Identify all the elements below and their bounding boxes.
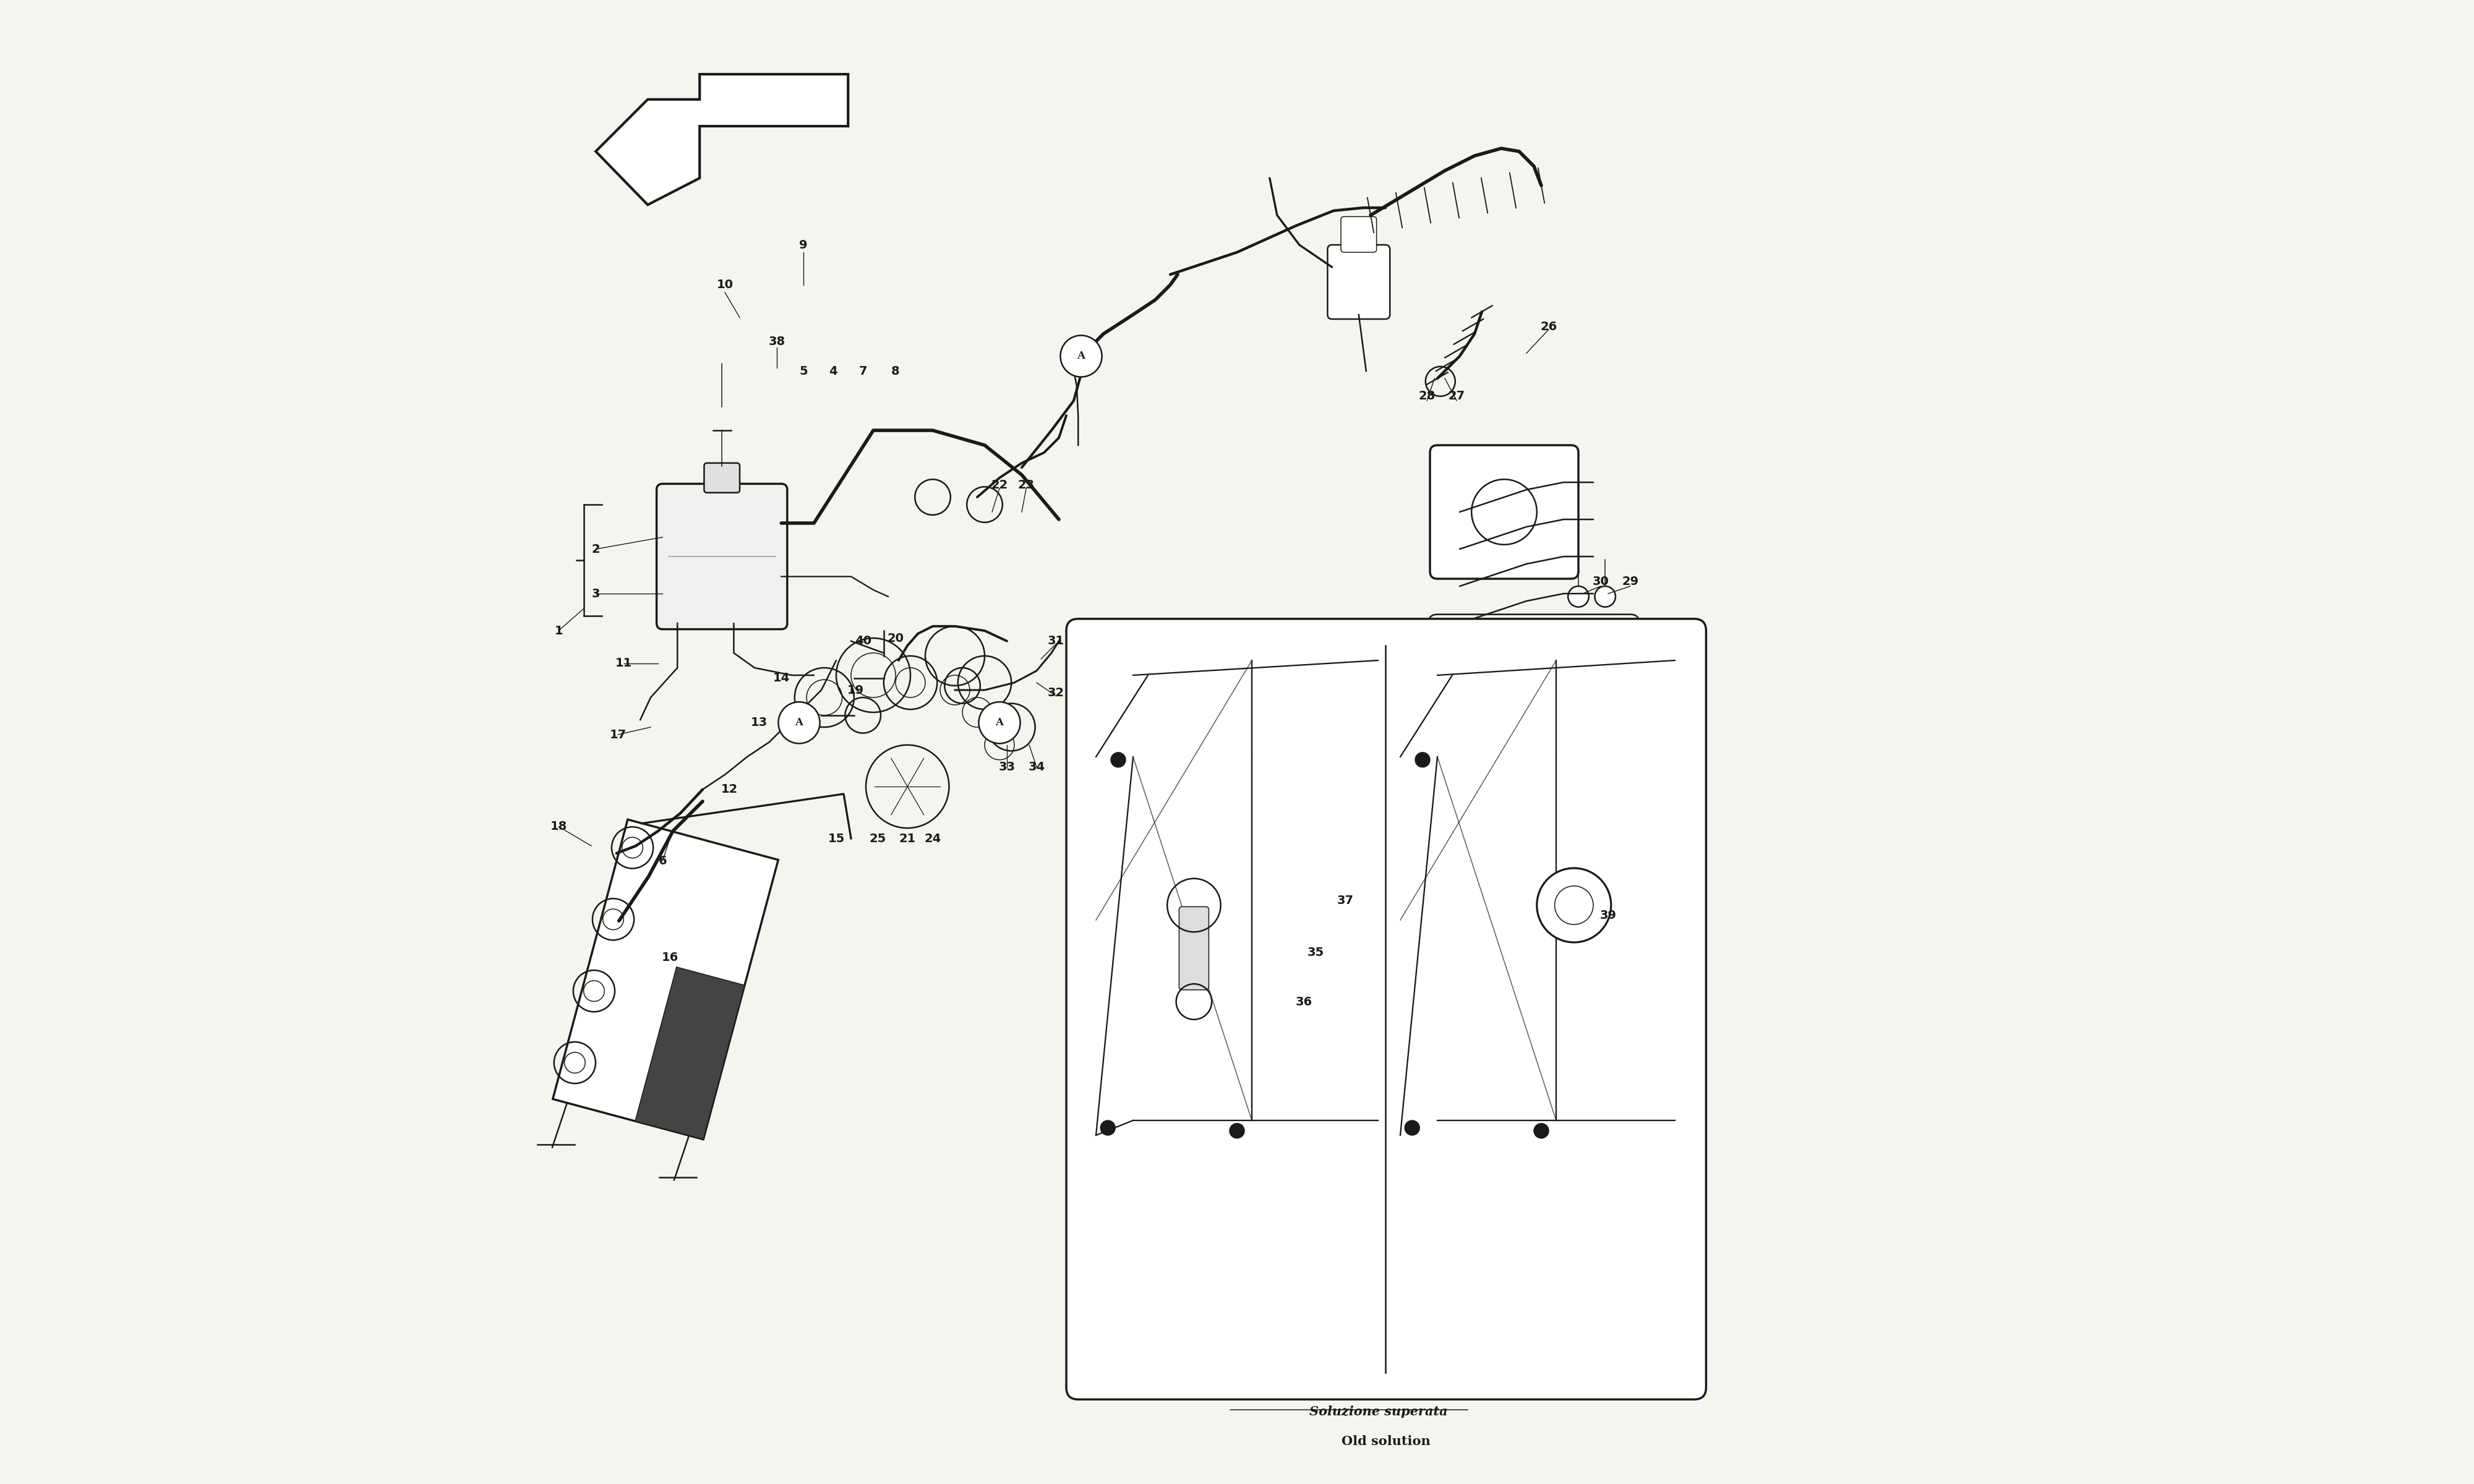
Circle shape (1534, 1123, 1549, 1138)
Circle shape (1111, 752, 1126, 767)
Polygon shape (552, 819, 779, 1140)
Text: 38: 38 (769, 335, 784, 347)
Polygon shape (596, 74, 849, 205)
FancyBboxPatch shape (1341, 217, 1376, 252)
Text: 28: 28 (1418, 390, 1435, 402)
Circle shape (1415, 752, 1430, 767)
Text: 40: 40 (854, 635, 871, 647)
Text: 13: 13 (750, 717, 767, 729)
Text: 39: 39 (1601, 910, 1616, 922)
Text: 32: 32 (1047, 687, 1064, 699)
Text: 8: 8 (891, 365, 901, 377)
Text: 17: 17 (609, 729, 626, 741)
Text: Old solution: Old solution (1341, 1435, 1430, 1447)
Text: 30: 30 (1593, 576, 1608, 588)
Text: 36: 36 (1296, 996, 1311, 1008)
Text: A: A (1076, 350, 1086, 362)
Text: 7: 7 (858, 365, 866, 377)
Text: 5: 5 (799, 365, 809, 377)
Text: 14: 14 (772, 672, 789, 684)
Circle shape (1230, 1123, 1244, 1138)
Circle shape (1569, 586, 1588, 607)
Text: 24: 24 (925, 833, 940, 844)
Circle shape (1536, 868, 1611, 942)
Text: A: A (794, 717, 804, 729)
Circle shape (1405, 1120, 1420, 1135)
Text: 12: 12 (720, 784, 737, 795)
FancyBboxPatch shape (1329, 245, 1390, 319)
Text: 33: 33 (999, 761, 1014, 773)
FancyBboxPatch shape (1427, 614, 1640, 795)
Text: 2: 2 (591, 543, 601, 555)
Text: 9: 9 (799, 239, 807, 251)
Text: 15: 15 (829, 833, 844, 844)
Circle shape (1596, 586, 1616, 607)
Text: 18: 18 (549, 821, 567, 833)
Text: 20: 20 (888, 632, 903, 644)
Text: 6: 6 (658, 855, 668, 867)
Circle shape (980, 702, 1019, 743)
Text: 3: 3 (591, 588, 599, 600)
Text: 35: 35 (1306, 947, 1324, 959)
Text: 22: 22 (992, 479, 1007, 491)
FancyBboxPatch shape (1430, 445, 1578, 579)
FancyBboxPatch shape (1180, 907, 1210, 990)
Circle shape (1061, 335, 1101, 377)
Text: 29: 29 (1623, 576, 1638, 588)
Text: 11: 11 (616, 657, 633, 669)
Text: 26: 26 (1541, 321, 1556, 332)
Text: 10: 10 (717, 279, 732, 291)
Text: 21: 21 (898, 833, 915, 844)
Text: 27: 27 (1447, 390, 1465, 402)
Text: 23: 23 (1017, 479, 1034, 491)
Text: Soluzione superata: Soluzione superata (1309, 1405, 1447, 1417)
Text: 16: 16 (661, 951, 678, 963)
Polygon shape (636, 968, 745, 1140)
Text: 25: 25 (868, 833, 886, 844)
Circle shape (1101, 1120, 1116, 1135)
Text: 1: 1 (554, 625, 564, 637)
Text: 31: 31 (1047, 635, 1064, 647)
Text: 37: 37 (1336, 895, 1353, 907)
FancyBboxPatch shape (705, 463, 740, 493)
Text: 19: 19 (846, 684, 863, 696)
Text: 34: 34 (1029, 761, 1044, 773)
Circle shape (779, 702, 819, 743)
FancyBboxPatch shape (1066, 619, 1707, 1399)
FancyBboxPatch shape (656, 484, 787, 629)
Text: 4: 4 (829, 365, 839, 377)
Text: A: A (995, 717, 1004, 729)
